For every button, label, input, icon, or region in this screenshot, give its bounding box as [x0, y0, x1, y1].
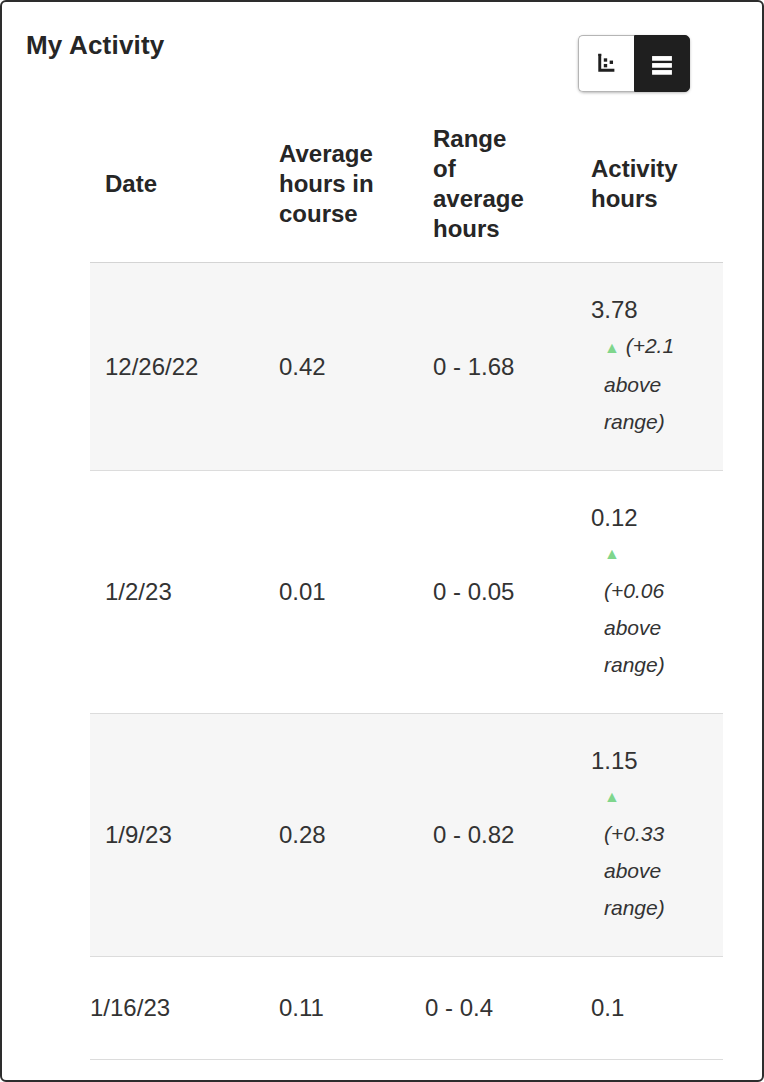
cell-date: 12/26/22 — [90, 263, 279, 471]
activity-table: Date Average hours in course Range of av… — [90, 108, 723, 1060]
above-range-text: (+0.33 above range) — [604, 822, 665, 919]
activity-hours-value: 0.1 — [591, 991, 723, 1025]
table-container: Date Average hours in course Range of av… — [90, 108, 762, 1060]
column-header-range: Range of average hours — [425, 108, 591, 263]
trend-up-triangle-icon: ▲ — [604, 535, 688, 572]
cell-average-hours: 0.11 — [279, 957, 425, 1060]
header-row: Date Average hours in course Range of av… — [90, 108, 723, 263]
list-icon — [648, 50, 676, 78]
cell-range: 0 - 1.68 — [425, 263, 591, 471]
chart-view-button[interactable] — [578, 35, 634, 92]
panel-header: My Activity — [2, 2, 762, 96]
table-row: 1/9/23 0.28 0 - 0.82 1.15 ▲ (+0.33 above… — [90, 714, 723, 957]
above-range-indicator: ▲ (+2.1 above range) — [604, 327, 688, 440]
activity-hours-value: 0.12 — [591, 501, 723, 535]
page-title: My Activity — [26, 28, 165, 62]
table-row: 12/26/22 0.42 0 - 1.68 3.78 ▲ (+2.1 abov… — [90, 263, 723, 471]
cell-range: 0 - 0.05 — [425, 471, 591, 714]
cell-date: 1/16/23 — [90, 957, 279, 1060]
cell-date: 1/9/23 — [90, 714, 279, 957]
cell-activity-hours: 1.15 ▲ (+0.33 above range) — [591, 714, 723, 957]
activity-hours-value: 1.15 — [591, 744, 723, 778]
trend-up-triangle-icon: ▲ — [604, 339, 620, 356]
view-toggle — [578, 35, 690, 92]
bar-chart-icon — [593, 50, 620, 77]
above-range-text: (+0.06 above range) — [604, 579, 665, 676]
table-row: 1/2/23 0.01 0 - 0.05 0.12 ▲ (+0.06 above… — [90, 471, 723, 714]
my-activity-panel: My Activity — [0, 0, 764, 1082]
column-header-average-hours: Average hours in course — [279, 108, 425, 263]
list-view-button[interactable] — [634, 35, 690, 92]
column-header-date: Date — [90, 108, 279, 263]
cell-date: 1/2/23 — [90, 471, 279, 714]
cell-activity-hours: 3.78 ▲ (+2.1 above range) — [591, 263, 723, 471]
trend-up-triangle-icon: ▲ — [604, 778, 688, 815]
cell-average-hours: 0.42 — [279, 263, 425, 471]
cell-activity-hours: 0.1 — [591, 957, 723, 1060]
column-header-activity-hours: Activity hours — [591, 108, 723, 263]
cell-average-hours: 0.01 — [279, 471, 425, 714]
cell-activity-hours: 0.12 ▲ (+0.06 above range) — [591, 471, 723, 714]
table-row: 1/16/23 0.11 0 - 0.4 0.1 — [90, 957, 723, 1060]
cell-range: 0 - 0.4 — [425, 957, 591, 1060]
cell-average-hours: 0.28 — [279, 714, 425, 957]
above-range-indicator: ▲ (+0.06 above range) — [604, 535, 688, 683]
above-range-indicator: ▲ (+0.33 above range) — [604, 778, 688, 926]
activity-hours-value: 3.78 — [591, 293, 723, 327]
cell-range: 0 - 0.82 — [425, 714, 591, 957]
